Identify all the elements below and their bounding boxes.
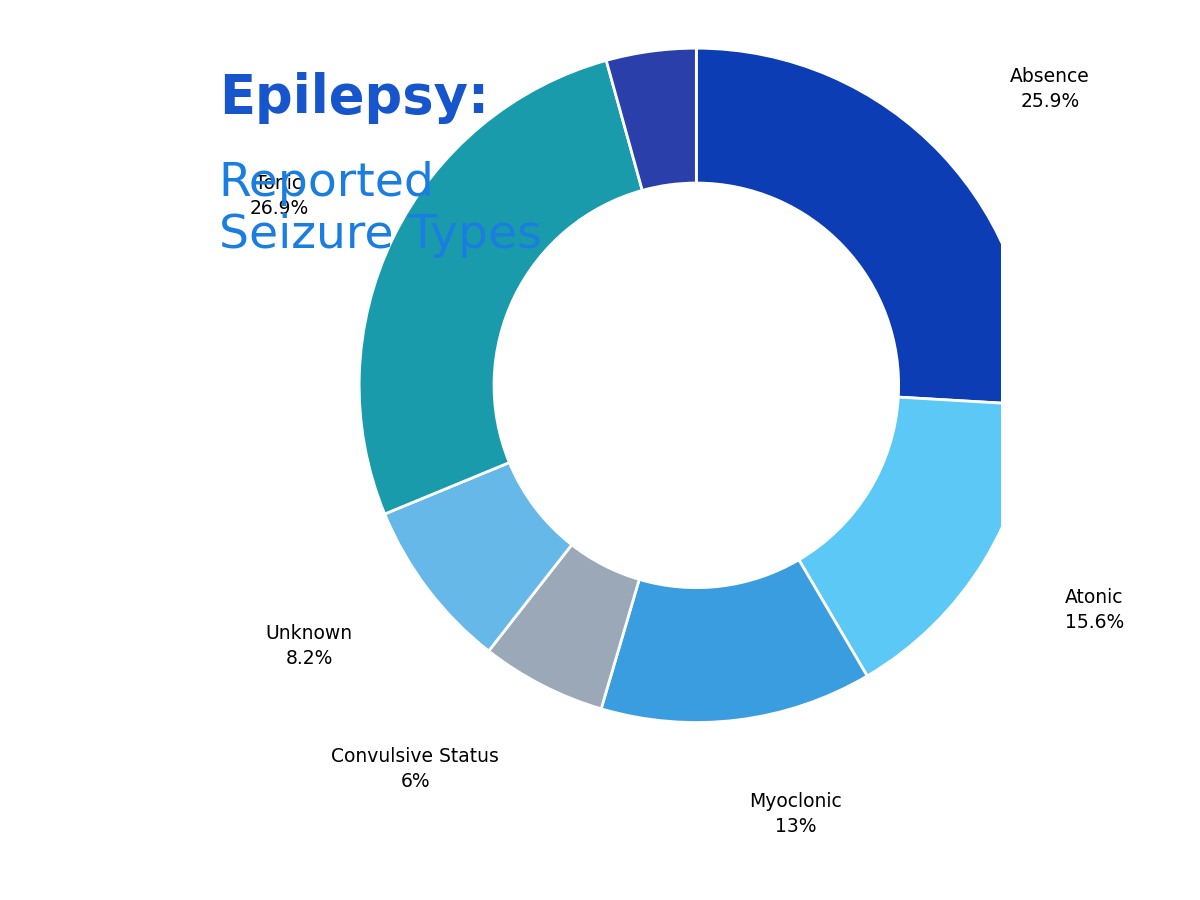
Wedge shape: [696, 49, 1033, 405]
Wedge shape: [385, 463, 571, 651]
Wedge shape: [488, 544, 640, 709]
Text: As reported in the Global Angelman Syndrome Registry Apr 2023: As reported in the Global Angelman Syndr…: [126, 862, 696, 880]
Text: Epilepsy:: Epilepsy:: [218, 72, 488, 124]
Text: Convulsive Status
6%: Convulsive Status 6%: [331, 747, 499, 791]
Text: Absence
25.9%: Absence 25.9%: [1010, 68, 1090, 112]
Text: Caregivers who have reported at least one seizure: Caregivers who have reported at least on…: [126, 830, 568, 848]
Wedge shape: [606, 49, 696, 191]
Text: Tonic
26.9%: Tonic 26.9%: [250, 174, 308, 218]
Wedge shape: [799, 397, 1033, 676]
Text: Myoclonic
13%: Myoclonic 13%: [749, 792, 842, 836]
Wedge shape: [601, 560, 868, 723]
Circle shape: [0, 824, 402, 878]
Text: Reported
Seizure Types: Reported Seizure Types: [218, 160, 541, 257]
Wedge shape: [359, 60, 642, 514]
Text: Unknown
8.2%: Unknown 8.2%: [265, 625, 353, 669]
Text: Atonic
15.6%: Atonic 15.6%: [1064, 589, 1124, 633]
